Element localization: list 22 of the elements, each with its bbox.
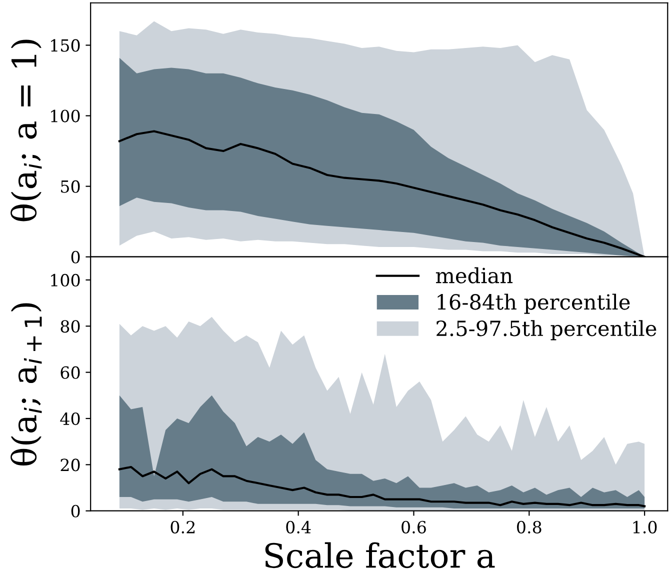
legend-label: 2.5-97.5th percentile [436,320,656,340]
x-tick-label: 1.0 [633,520,657,534]
y-tick-label: 50 [61,180,80,193]
y-tick-label: 20 [60,458,80,472]
y-tick-label: 100 [51,110,80,122]
x-axis-title: Scale factor a [265,542,495,568]
x-tick-label: 0.2 [170,520,195,534]
y-tick-label: 150 [51,39,80,52]
x-tick-label: 0.6 [402,520,426,534]
x-tick-label: 0.4 [286,520,311,534]
y-tick-label: 80 [60,320,80,333]
x-tick-label: 0.8 [516,520,542,534]
legend-label: 16-84th percentile [438,294,630,314]
y-tick-label: 0 [71,504,80,518]
y-tick-label: 40 [60,412,80,426]
y-tick-label: 0 [71,250,80,264]
legend-label: median [436,267,513,284]
y-tick-label: 60 [60,366,80,379]
y-tick-label: 100 [51,274,80,287]
y-axis-title: θ(a$_{i}$; a$_{i+1}$) [10,303,42,466]
line-series [118,466,646,508]
y-axis-title: θ(a$_{i}$; a = 1) [10,40,42,222]
